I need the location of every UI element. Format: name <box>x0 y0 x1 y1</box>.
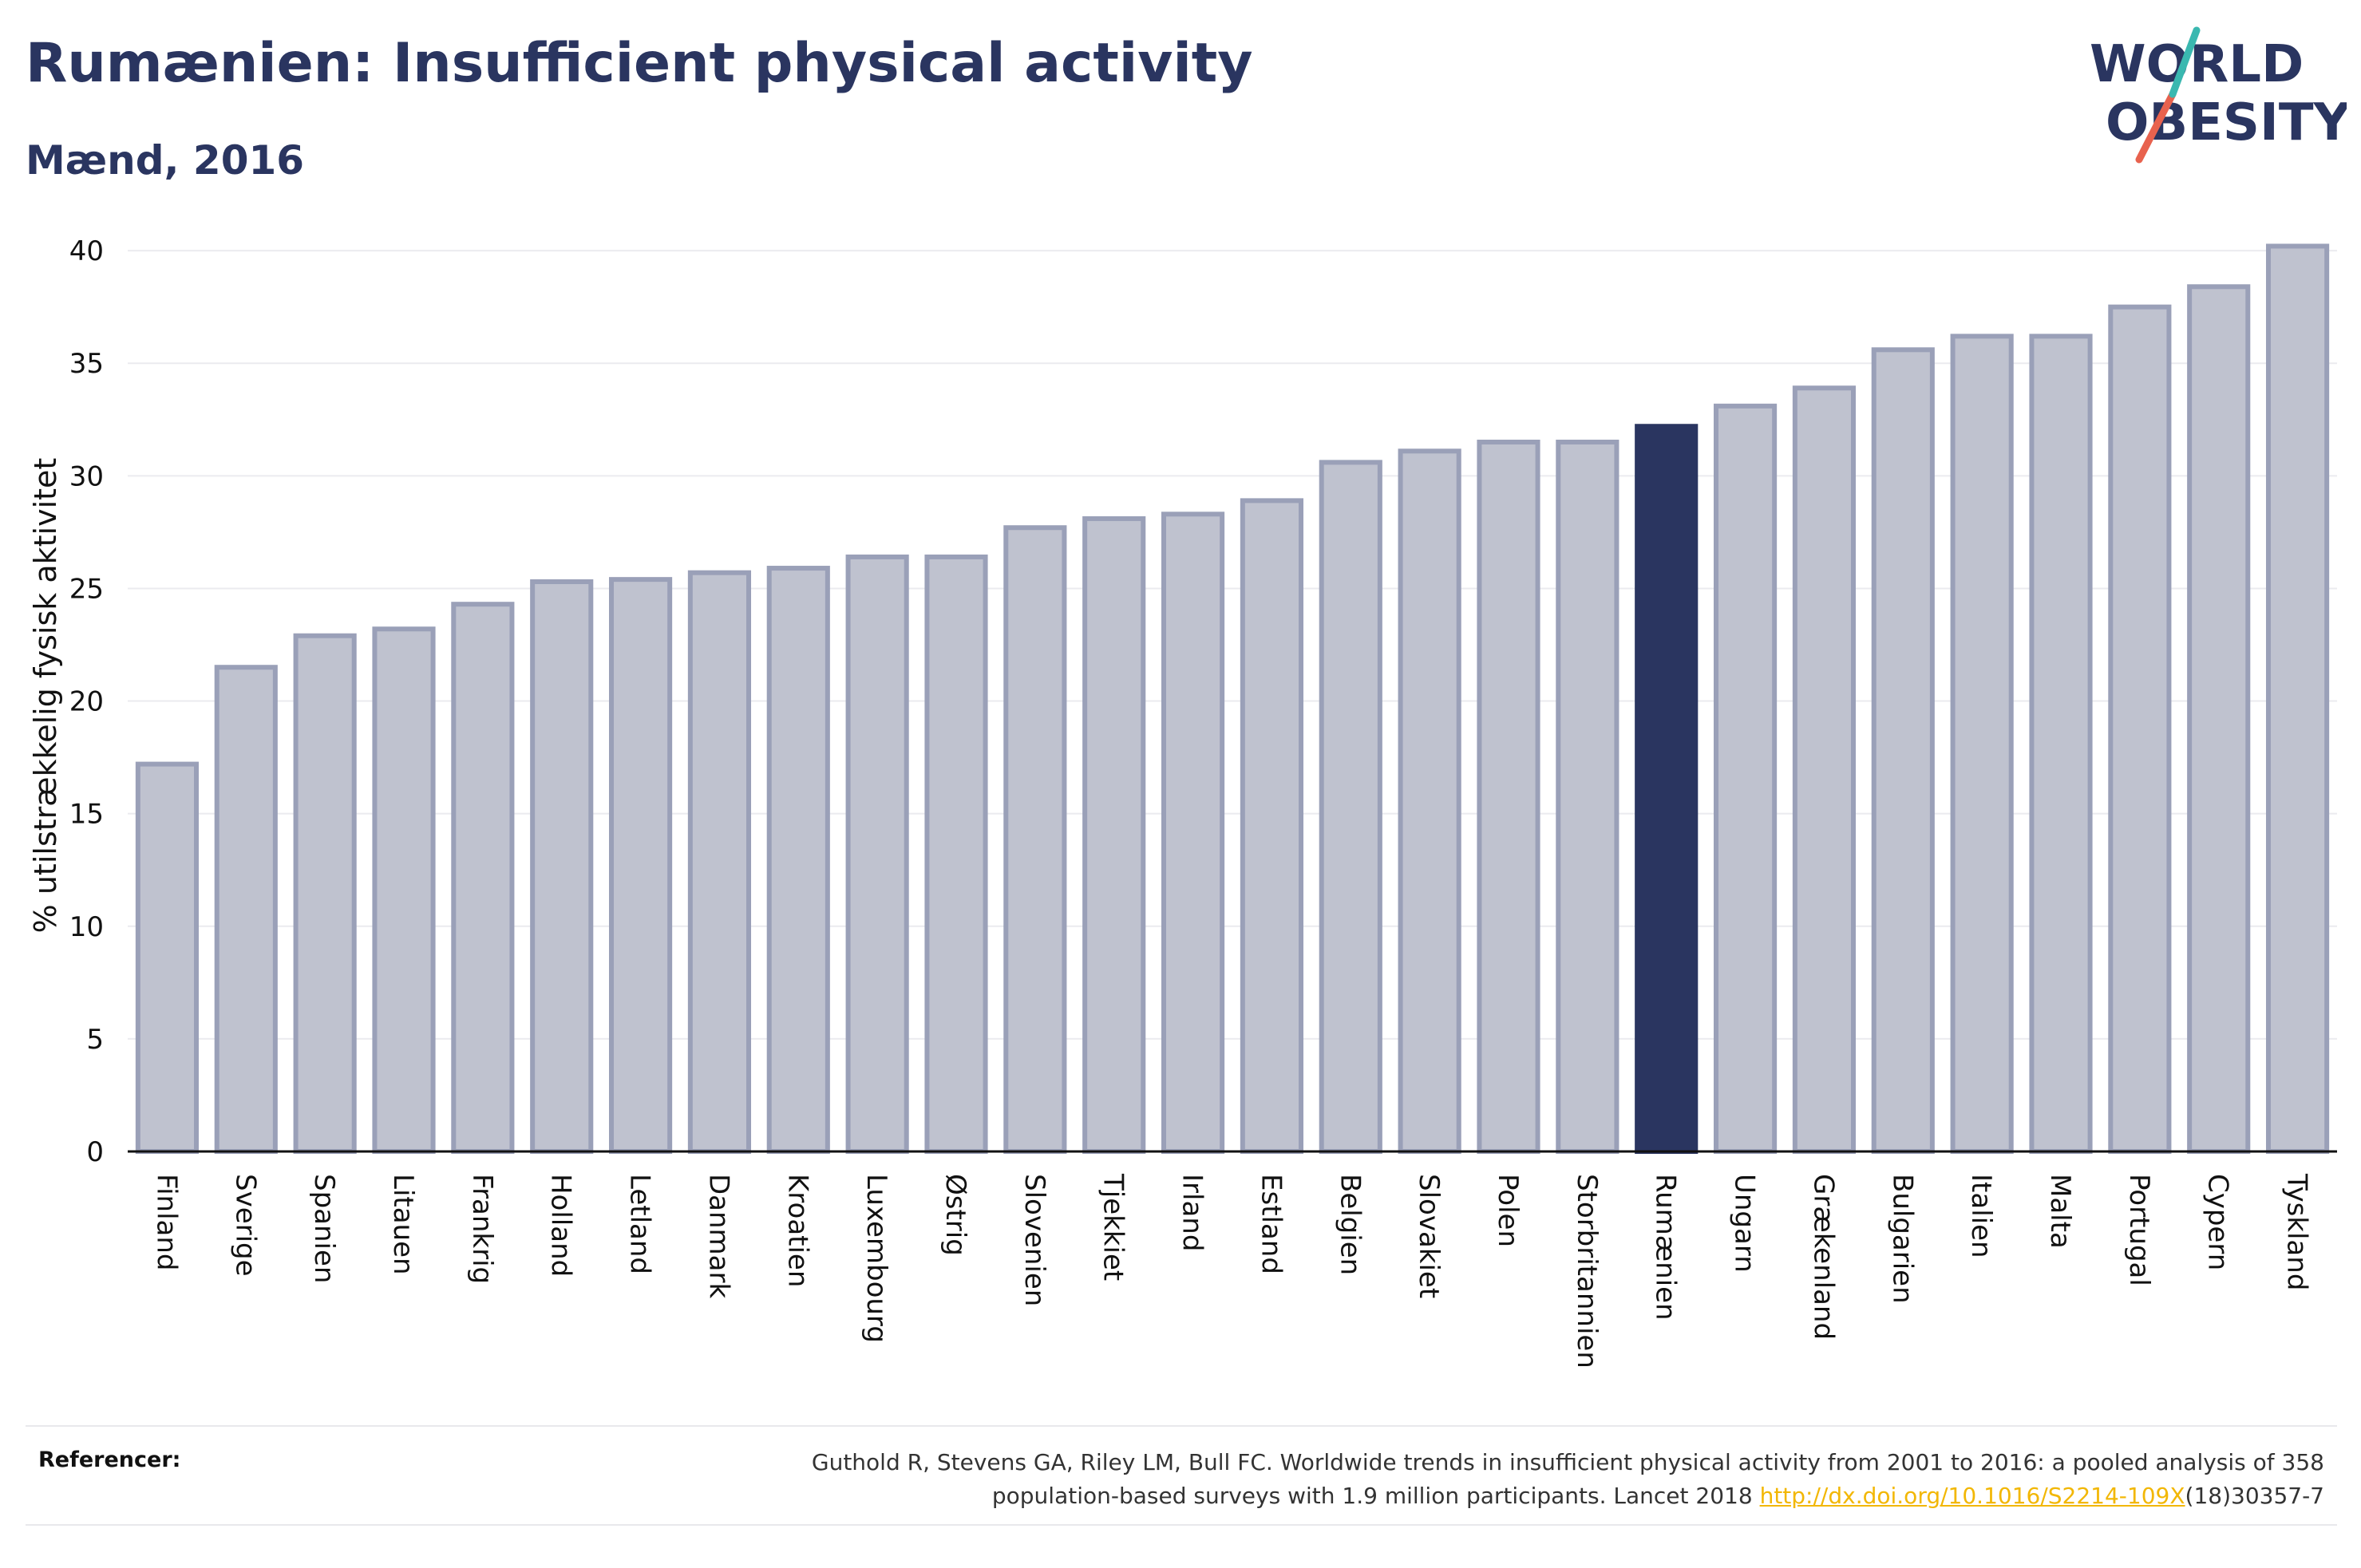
bar-Kroatien <box>766 566 830 1154</box>
x-tick-label-Danmark: Danmark <box>702 1174 734 1298</box>
logo-line1: WORLD <box>2090 35 2304 94</box>
references-top-rule <box>26 1425 2337 1427</box>
x-tick-label-Litauen: Litauen <box>387 1174 419 1275</box>
bar-Tjekkiet <box>1082 515 1146 1154</box>
references-line1: Guthold R, Stevens GA, Riley LM, Bull FC… <box>811 1449 2324 1475</box>
x-tick-label-Malta: Malta <box>2044 1174 2076 1249</box>
x-tick-label-Rumænien: Rumænien <box>1650 1174 1682 1321</box>
logo-slash-red <box>2135 90 2177 164</box>
x-tick-label-Tjekkiet: Tjekkiet <box>1097 1173 1129 1281</box>
bar-Slovakiet <box>1398 448 1461 1154</box>
bar-Cypern <box>2187 284 2251 1154</box>
x-tick-label-Ungarn: Ungarn <box>1729 1174 1761 1273</box>
x-tick-label-Finland: Finland <box>150 1174 182 1271</box>
chart-subtitle: Mænd, 2016 <box>26 137 305 184</box>
x-tick-label-Tyskland: Tyskland <box>2281 1173 2313 1290</box>
x-tick-label-Slovakiet: Slovakiet <box>1413 1174 1445 1298</box>
x-tick-label-Cypern: Cypern <box>2202 1174 2234 1270</box>
references-line2-post: (18)30357-7 <box>2185 1483 2324 1509</box>
x-tick-label-Luxembourg: Luxembourg <box>860 1174 892 1343</box>
x-tick-label-Frankrig: Frankrig <box>466 1174 498 1284</box>
x-tick-label-Spanien: Spanien <box>308 1174 340 1283</box>
x-tick-label-Østrig: Østrig <box>939 1174 971 1256</box>
x-tick-label-Polen: Polen <box>1492 1174 1524 1247</box>
bar-Polen <box>1477 440 1540 1154</box>
bar-Sverige <box>214 665 278 1154</box>
y-tick-label-10: 10 <box>69 911 104 943</box>
logo-slash-teal <box>2169 26 2201 98</box>
x-tick-label-Slovenien: Slovenien <box>1018 1174 1050 1306</box>
references-label: Referencer: <box>38 1448 181 1472</box>
y-tick-label-15: 15 <box>69 799 104 831</box>
bar-Litauen <box>372 626 436 1154</box>
bar-chart: 0 5 10 15 20 25 30 35 40 Finland Sverige Spanien Lit… <box>28 235 2337 1369</box>
x-tick-label-Irland: Irland <box>1177 1174 1208 1251</box>
bar-Holland <box>530 579 594 1154</box>
bar-Portugal <box>2108 304 2172 1155</box>
bar-Spanien <box>293 633 357 1154</box>
y-tick-label-5: 5 <box>86 1024 104 1056</box>
bar-Luxembourg <box>845 554 909 1154</box>
bar-Belgien <box>1319 460 1382 1154</box>
bar-Ungarn <box>1713 403 1778 1155</box>
x-tick-label-Kroatien: Kroatien <box>781 1174 813 1287</box>
bar-Rumænien <box>1635 424 1699 1154</box>
x-tick-label-Letland: Letland <box>624 1174 656 1274</box>
x-tick-label-Storbritannien: Storbritannien <box>1571 1174 1603 1369</box>
bar-Tyskland <box>2265 243 2330 1154</box>
reference-doi-link[interactable]: http://dx.doi.org/10.1016/S2214-109X <box>1759 1483 2185 1509</box>
world-obesity-logo: WORLD OBESITY <box>2090 26 2347 164</box>
y-tick-label-20: 20 <box>69 686 104 718</box>
bar-Letland <box>608 577 673 1154</box>
bar-Bulgarien <box>1871 347 1935 1154</box>
y-tick-label-35: 35 <box>69 348 104 380</box>
x-tick-label-Estland: Estland <box>1255 1174 1287 1274</box>
x-tick-label-Portugal: Portugal <box>2123 1174 2155 1286</box>
x-tick-label-Bulgarien: Bulgarien <box>1886 1174 1918 1304</box>
references-text: Guthold R, Stevens GA, Riley LM, Bull FC… <box>568 1446 2324 1513</box>
x-tick-label-Belgien: Belgien <box>1334 1174 1366 1275</box>
y-tick-label-25: 25 <box>69 573 104 605</box>
references-line2-pre: population-based surveys with 1.9 millio… <box>991 1483 1760 1509</box>
x-tick-label-Sverige: Sverige <box>229 1174 261 1277</box>
x-tick-label-Italien: Italien <box>1965 1174 1997 1258</box>
bar-Danmark <box>687 570 752 1154</box>
bar-Slovenien <box>1003 525 1067 1154</box>
references-bottom-rule <box>26 1524 2337 1526</box>
y-tick-label-30: 30 <box>69 460 104 492</box>
bar-Finland <box>135 761 200 1154</box>
bar-Italien <box>1950 334 2014 1155</box>
y-axis-title: % utilstrækkelig fysisk aktivitet <box>28 458 63 934</box>
bar-Storbritannien <box>1556 440 1619 1154</box>
bar-Østrig <box>924 554 988 1154</box>
bar-Grækenland <box>1792 385 1857 1154</box>
bar-Estland <box>1240 498 1304 1154</box>
y-tick-label-40: 40 <box>69 235 104 267</box>
chart-title: Rumænien: Insufficient physical activity <box>26 32 1253 95</box>
x-tick-label-Holland: Holland <box>545 1174 577 1277</box>
bar-Irland <box>1161 511 1225 1154</box>
bar-Malta <box>2029 334 2093 1155</box>
x-tick-label-Grækenland: Grækenland <box>1807 1174 1839 1340</box>
y-tick-label-0: 0 <box>86 1136 104 1168</box>
bar-Frankrig <box>451 602 515 1154</box>
